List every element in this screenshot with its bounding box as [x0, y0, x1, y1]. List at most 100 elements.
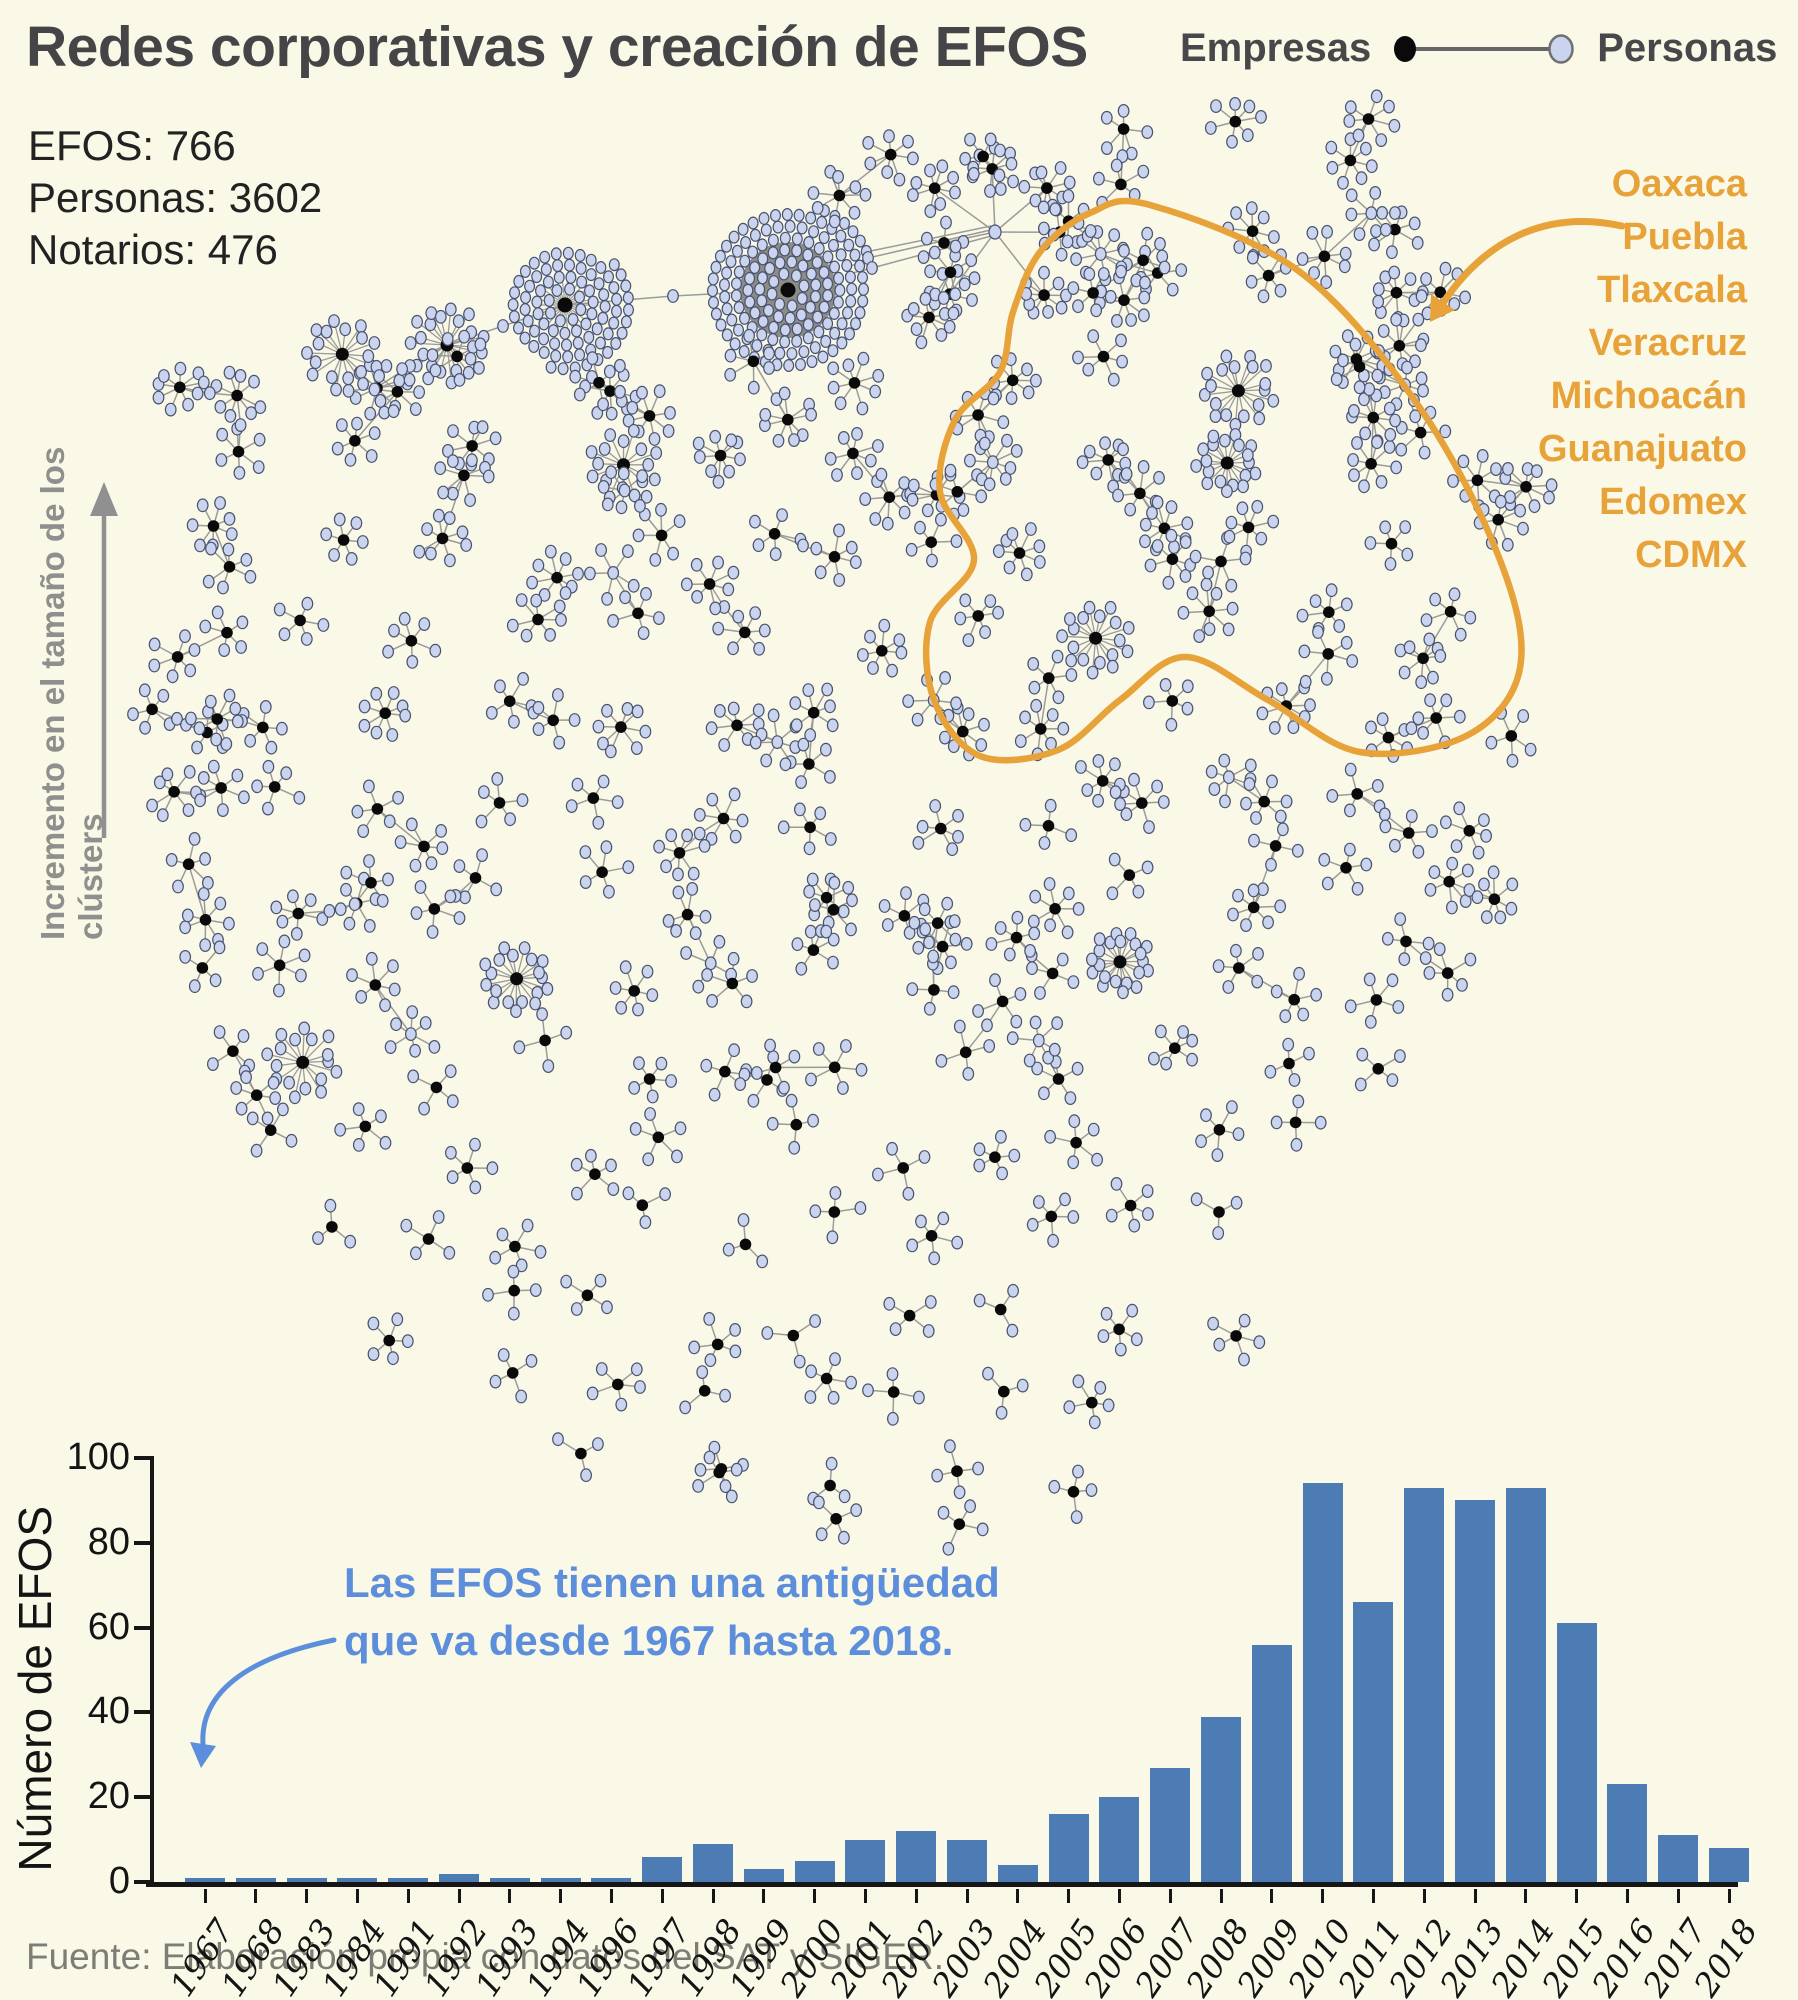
bar-2003 [947, 1839, 987, 1882]
cluster-size-axis-label: Incremento en el tamaño de los clústers [34, 446, 109, 940]
x-tick-mark [762, 1889, 766, 1903]
note-arrow [200, 1637, 337, 1747]
bar-2006 [1099, 1797, 1140, 1882]
x-tick-mark [457, 1889, 461, 1903]
y-tick-label: 20 [87, 1775, 130, 1818]
x-tick-mark [1625, 1889, 1629, 1903]
bar-1994 [540, 1877, 581, 1882]
bar-2014 [1505, 1487, 1546, 1882]
y-tick-mark [134, 1540, 150, 1545]
state-label: Tlaxcala [1597, 269, 1747, 311]
x-tick-mark [1422, 1889, 1426, 1903]
bar-2010 [1302, 1483, 1343, 1882]
x-tick-mark [355, 1889, 359, 1903]
bar-1967 [185, 1877, 225, 1882]
stat-line-efos: EFOS: 766 [28, 122, 236, 169]
bar-2012 [1404, 1487, 1445, 1882]
x-tick-mark [711, 1889, 715, 1903]
stats-block: EFOS: 766 Personas: 3602 Notarios: 476 [28, 120, 322, 276]
bar-1993 [489, 1877, 530, 1882]
note-arrow-head [190, 1742, 216, 1768]
company-node-icon [1394, 35, 1417, 62]
bar-2016 [1607, 1784, 1648, 1882]
legend: Empresas Personas [1180, 26, 1777, 71]
x-tick-mark [1727, 1889, 1731, 1903]
x-axis-line [146, 1882, 1738, 1887]
x-tick-mark [609, 1889, 613, 1903]
x-tick-mark [863, 1889, 867, 1903]
y-tick-mark [134, 1880, 150, 1884]
states-arrow-head [1430, 294, 1455, 322]
bar-1968 [235, 1877, 276, 1882]
person-node-icon [1548, 33, 1574, 64]
region-outline [922, 197, 1525, 764]
page-title: Redes corporativas y creación de EFOS [26, 15, 1088, 79]
bar-2000 [794, 1860, 835, 1882]
legend-connector [1394, 33, 1574, 64]
state-label: CDMX [1635, 534, 1747, 576]
stat-line-personas: Personas: 3602 [28, 174, 323, 221]
bar-1991 [388, 1877, 429, 1882]
bar-2018 [1709, 1848, 1749, 1882]
bar-2008 [1201, 1716, 1241, 1882]
bar-2004 [997, 1865, 1038, 1882]
x-tick-mark [1067, 1889, 1071, 1903]
state-label: Michoacán [1550, 375, 1747, 417]
y-tick-label: 80 [87, 1520, 130, 1563]
state-label: Oaxaca [1611, 163, 1747, 205]
x-tick-mark [1676, 1889, 1680, 1903]
stat-line-notarios: Notarios: 476 [28, 226, 278, 273]
x-tick-mark [660, 1889, 664, 1903]
x-tick-mark [1219, 1889, 1223, 1903]
y-tick-label: 100 [66, 1436, 130, 1478]
states-arrow [1437, 218, 1626, 310]
efos-age-note: Las EFOS tienen una antigüedad que va de… [344, 1559, 1000, 1664]
bar-2009 [1251, 1644, 1292, 1882]
bar-1983 [286, 1877, 327, 1882]
x-tick-mark [813, 1889, 817, 1903]
bar-2001 [845, 1839, 886, 1882]
source-note: Fuente: Elaboración propia con datos del… [26, 1936, 944, 1977]
bar-1984 [337, 1877, 378, 1882]
x-tick-mark [1117, 1889, 1121, 1903]
x-tick-mark [914, 1889, 918, 1903]
bar-1998 [693, 1843, 733, 1882]
y-tick-mark [134, 1710, 150, 1715]
bar-1992 [439, 1873, 479, 1882]
x-tick-mark [1270, 1889, 1274, 1903]
y-tick-label: 60 [87, 1605, 130, 1648]
y-tick-mark [134, 1625, 150, 1630]
x-tick-mark [1575, 1889, 1579, 1903]
x-tick-mark [965, 1889, 969, 1903]
x-tick-mark [1473, 1889, 1477, 1903]
x-tick-mark [1371, 1889, 1375, 1903]
x-tick-mark [254, 1889, 258, 1903]
x-tick-mark [1321, 1889, 1325, 1903]
state-label: Veracruz [1588, 322, 1747, 364]
y-axis-line [150, 1456, 154, 1886]
legend-label-empresas: Empresas [1180, 26, 1372, 70]
bar-2007 [1150, 1767, 1191, 1882]
y-tick-mark [134, 1795, 150, 1800]
bar-2013 [1455, 1500, 1495, 1882]
state-labels-list: Oaxaca Puebla Tlaxcala Veracruz Michoacán Gua… [1538, 158, 1747, 582]
x-tick-mark [1168, 1889, 1172, 1903]
bar-2017 [1658, 1835, 1699, 1882]
x-tick-mark [559, 1889, 563, 1903]
state-label: Puebla [1622, 216, 1747, 258]
bar-2005 [1048, 1814, 1089, 1882]
y-tick-label: 0 [108, 1860, 130, 1902]
x-tick-mark [406, 1889, 410, 1903]
bar-2002 [896, 1831, 937, 1882]
x-tick-mark [1016, 1889, 1020, 1903]
state-label: Edomex [1599, 481, 1747, 523]
bar-1996 [591, 1877, 632, 1882]
x-tick-mark [508, 1889, 512, 1903]
network-nodes [127, 89, 1558, 1556]
state-label: Guanajuato [1537, 428, 1747, 470]
x-tick-mark [1524, 1889, 1528, 1903]
x-tick-mark [203, 1889, 207, 1903]
bar-1997 [642, 1856, 683, 1882]
